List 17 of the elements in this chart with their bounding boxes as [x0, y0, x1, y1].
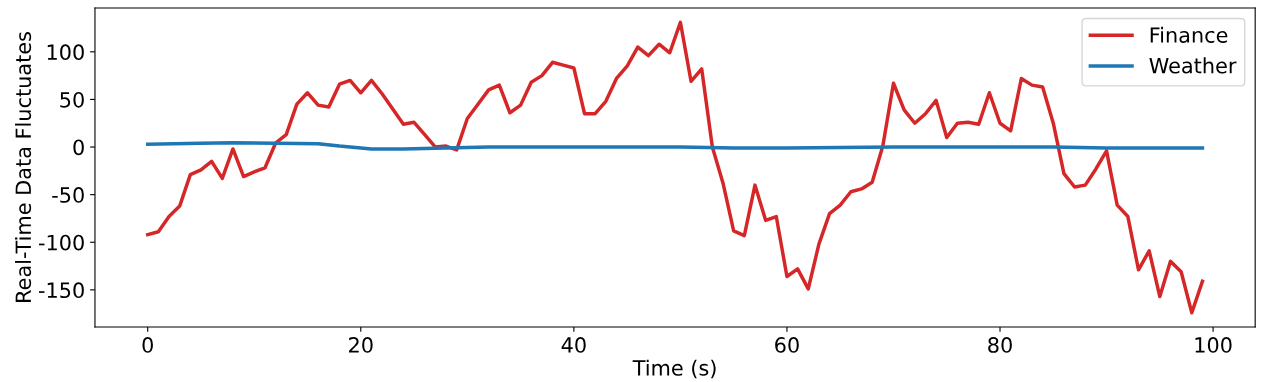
x-tick-label: 60 — [775, 337, 799, 353]
legend-label: Weather — [1149, 57, 1237, 74]
legend-label: Finance — [1150, 26, 1228, 43]
line-series — [145, 141, 1205, 151]
x-tick-label: 40 — [561, 337, 586, 353]
y-tick-label: 50 — [60, 91, 84, 108]
x-tick-label: 0 — [142, 337, 153, 353]
x-tick-label: 20 — [349, 337, 373, 353]
y-tick-label: 100 — [47, 44, 84, 61]
y-axis-title: Real-Time Data Fluctuates — [15, 32, 32, 302]
y-tick-label: 0 — [73, 139, 84, 156]
x-tick-label: 100 — [1195, 337, 1232, 353]
x-axis-title: Time (s) — [632, 359, 716, 379]
y-tick-label: -150 — [38, 282, 84, 299]
x-tick-label: 80 — [988, 337, 1012, 353]
y-tick-label: -50 — [52, 187, 84, 203]
y-tick-label: -100 — [38, 234, 84, 251]
